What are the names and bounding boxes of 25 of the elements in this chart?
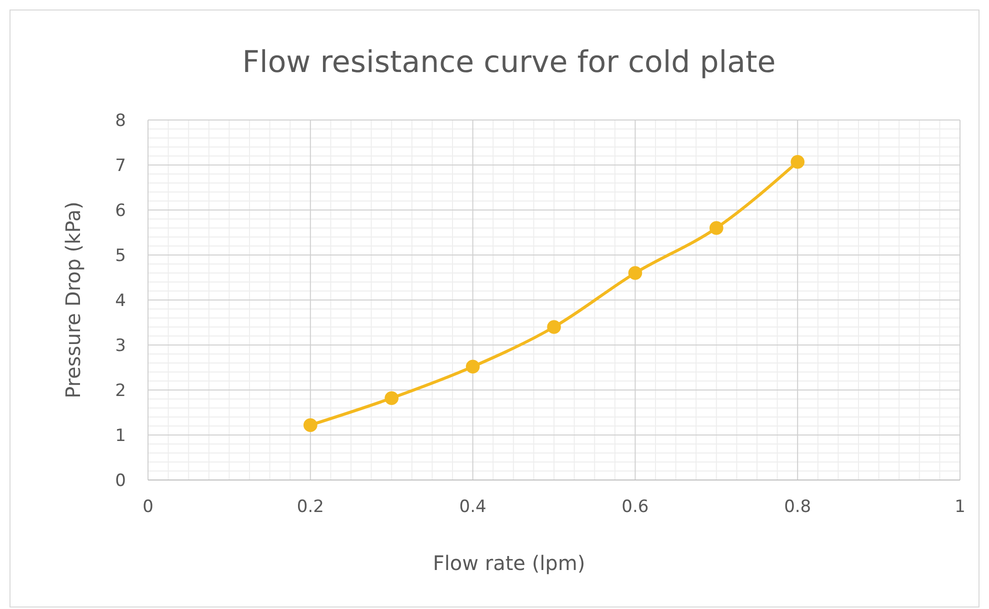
x-tick-label: 0.8 [784, 497, 812, 517]
x-tick-label: 0 [142, 497, 154, 517]
y-tick-label: 6 [115, 201, 126, 221]
x-axis-title: Flow rate (lpm) [432, 551, 586, 575]
y-tick-label: 8 [115, 111, 126, 131]
y-axis-title: Pressure Drop (kPa) [61, 202, 85, 398]
y-tick-label: 0 [115, 471, 126, 491]
y-tick-label: 7 [115, 156, 126, 176]
point [466, 360, 480, 374]
y-tick-label: 1 [115, 426, 126, 446]
point [547, 320, 561, 334]
point [303, 418, 318, 432]
x-tick-label: 1 [954, 497, 966, 517]
x-tick-label: 0.6 [622, 497, 649, 517]
point [384, 391, 399, 405]
point [628, 266, 642, 280]
chart-title: Flow resistance curve for cold plate [242, 45, 776, 80]
x-tick-label: 0.2 [296, 497, 324, 517]
y-tick-label: 5 [115, 246, 126, 266]
y-tick-label: 3 [115, 336, 126, 356]
y-tick-label: 2 [115, 381, 126, 401]
point [790, 154, 805, 169]
point [709, 221, 724, 235]
x-tick-label: 0.4 [459, 497, 486, 517]
y-tick-label: 4 [115, 291, 126, 311]
